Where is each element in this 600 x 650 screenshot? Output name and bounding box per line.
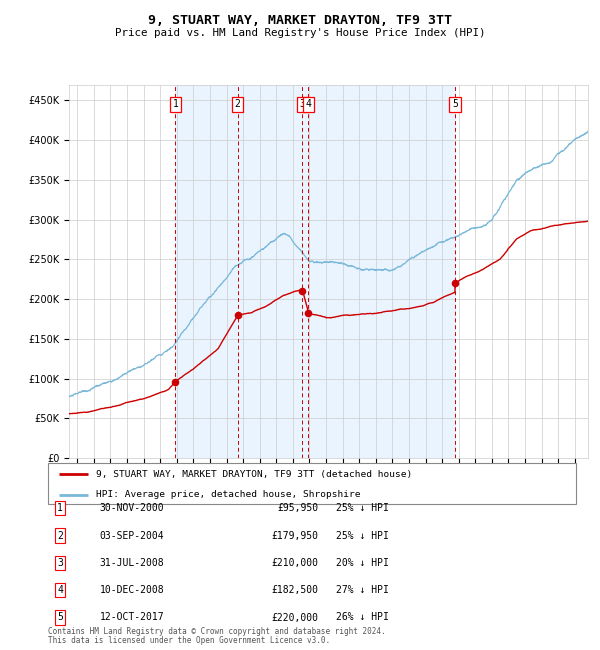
Text: 27% ↓ HPI: 27% ↓ HPI <box>336 585 389 595</box>
Text: 26% ↓ HPI: 26% ↓ HPI <box>336 612 389 623</box>
Text: 31-JUL-2008: 31-JUL-2008 <box>100 558 164 568</box>
Text: 10-DEC-2008: 10-DEC-2008 <box>100 585 164 595</box>
Text: 5: 5 <box>452 99 458 109</box>
Text: 5: 5 <box>57 612 63 623</box>
Text: 1: 1 <box>57 503 63 514</box>
Text: This data is licensed under the Open Government Licence v3.0.: This data is licensed under the Open Gov… <box>48 636 330 645</box>
Text: £210,000: £210,000 <box>271 558 318 568</box>
Text: 9, STUART WAY, MARKET DRAYTON, TF9 3TT (detached house): 9, STUART WAY, MARKET DRAYTON, TF9 3TT (… <box>95 470 412 479</box>
Text: £179,950: £179,950 <box>271 530 318 541</box>
Text: 25% ↓ HPI: 25% ↓ HPI <box>336 530 389 541</box>
Text: 25% ↓ HPI: 25% ↓ HPI <box>336 503 389 514</box>
Text: 3: 3 <box>299 99 305 109</box>
Text: 4: 4 <box>305 99 311 109</box>
Text: 03-SEP-2004: 03-SEP-2004 <box>100 530 164 541</box>
Text: 9, STUART WAY, MARKET DRAYTON, TF9 3TT: 9, STUART WAY, MARKET DRAYTON, TF9 3TT <box>148 14 452 27</box>
Point <box>450 278 460 289</box>
Text: 12-OCT-2017: 12-OCT-2017 <box>100 612 164 623</box>
Text: 30-NOV-2000: 30-NOV-2000 <box>100 503 164 514</box>
Bar <box>175 84 455 458</box>
Text: Contains HM Land Registry data © Crown copyright and database right 2024.: Contains HM Land Registry data © Crown c… <box>48 627 386 636</box>
Text: 3: 3 <box>57 558 63 568</box>
Text: 2: 2 <box>57 530 63 541</box>
Text: 2: 2 <box>235 99 241 109</box>
Text: 1: 1 <box>173 99 178 109</box>
Text: £95,950: £95,950 <box>277 503 318 514</box>
Text: £220,000: £220,000 <box>271 612 318 623</box>
Point <box>170 377 180 387</box>
Text: 4: 4 <box>57 585 63 595</box>
FancyBboxPatch shape <box>48 463 576 504</box>
Text: £182,500: £182,500 <box>271 585 318 595</box>
Point <box>233 310 242 320</box>
Text: HPI: Average price, detached house, Shropshire: HPI: Average price, detached house, Shro… <box>95 490 360 499</box>
Text: Price paid vs. HM Land Registry's House Price Index (HPI): Price paid vs. HM Land Registry's House … <box>115 28 485 38</box>
Point <box>304 308 313 318</box>
Text: 20% ↓ HPI: 20% ↓ HPI <box>336 558 389 568</box>
Point <box>298 286 307 296</box>
